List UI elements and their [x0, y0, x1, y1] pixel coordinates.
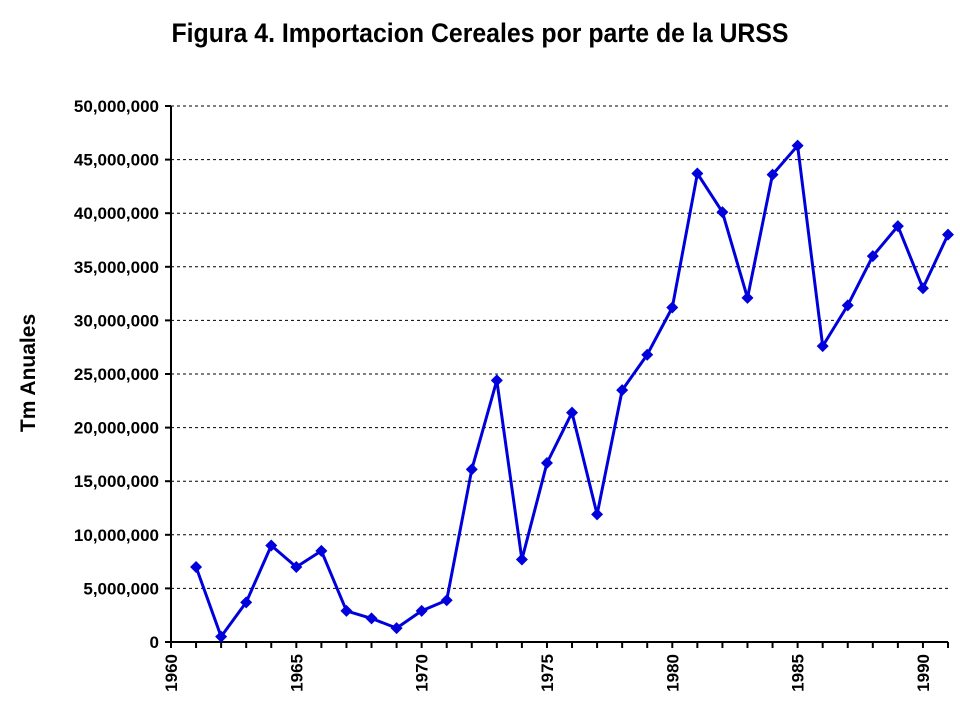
- data-point: [566, 406, 579, 419]
- y-tick-label: 20,000,000: [74, 419, 159, 438]
- x-tick-label: 1970: [413, 654, 432, 692]
- x-tick-labels: 1960 1965 1970 1975 1980 1985 1990: [162, 654, 933, 692]
- data-point: [290, 560, 303, 573]
- data-point: [240, 596, 253, 609]
- data-point: [265, 539, 278, 552]
- data-point: [190, 560, 203, 573]
- data-point: [465, 463, 478, 476]
- data-point: [215, 630, 228, 643]
- series-layer: [190, 139, 954, 643]
- data-point: [340, 604, 353, 617]
- y-tick-label: 45,000,000: [74, 151, 159, 170]
- data-point: [440, 594, 453, 607]
- data-point: [942, 228, 954, 241]
- axis-layer: [165, 105, 949, 648]
- data-point: [891, 220, 904, 233]
- data-point: [791, 139, 804, 152]
- x-tick-label: 1990: [914, 654, 933, 692]
- y-tick-label: 40,000,000: [74, 204, 159, 223]
- data-point: [591, 508, 604, 521]
- data-point: [616, 384, 629, 397]
- series-line: [194, 144, 950, 639]
- data-point: [515, 553, 528, 566]
- y-tick-label: 35,000,000: [74, 258, 159, 277]
- y-tick-label: 30,000,000: [74, 311, 159, 330]
- data-point: [741, 291, 754, 304]
- x-tick-label: 1965: [287, 654, 306, 692]
- y-tick-label: 0: [150, 633, 159, 652]
- y-tick-label: 25,000,000: [74, 365, 159, 384]
- y-tick-label: 10,000,000: [74, 526, 159, 545]
- data-point: [716, 206, 729, 219]
- x-tick-label: 1985: [789, 654, 808, 692]
- y-tick-label: 50,000,000: [74, 97, 159, 116]
- chart-title: Figura 4. Importacion Cereales por parte…: [171, 18, 789, 48]
- data-point: [691, 167, 704, 180]
- data-point: [641, 348, 654, 361]
- y-tick-label: 15,000,000: [74, 472, 159, 491]
- x-tick-label: 1980: [663, 654, 682, 692]
- grid-layer: [171, 105, 948, 589]
- data-point: [415, 604, 428, 617]
- y-axis-label: Tm Anuales: [17, 314, 40, 432]
- data-point: [315, 544, 328, 557]
- data-point: [365, 612, 378, 625]
- data-point: [766, 168, 779, 181]
- data-point: [866, 250, 879, 263]
- x-tick-label: 1975: [538, 654, 557, 692]
- y-tick-label: 5,000,000: [83, 579, 159, 598]
- data-point: [916, 282, 929, 295]
- y-tick-labels: 0 5,000,000 10,000,000 15,000,000 20,000,000…: [74, 97, 159, 652]
- data-point: [841, 299, 854, 312]
- data-point: [666, 301, 679, 314]
- data-point: [816, 340, 829, 353]
- x-tick-label: 1960: [162, 654, 181, 692]
- data-point: [390, 622, 403, 635]
- data-point: [540, 456, 553, 469]
- data-point: [490, 374, 503, 387]
